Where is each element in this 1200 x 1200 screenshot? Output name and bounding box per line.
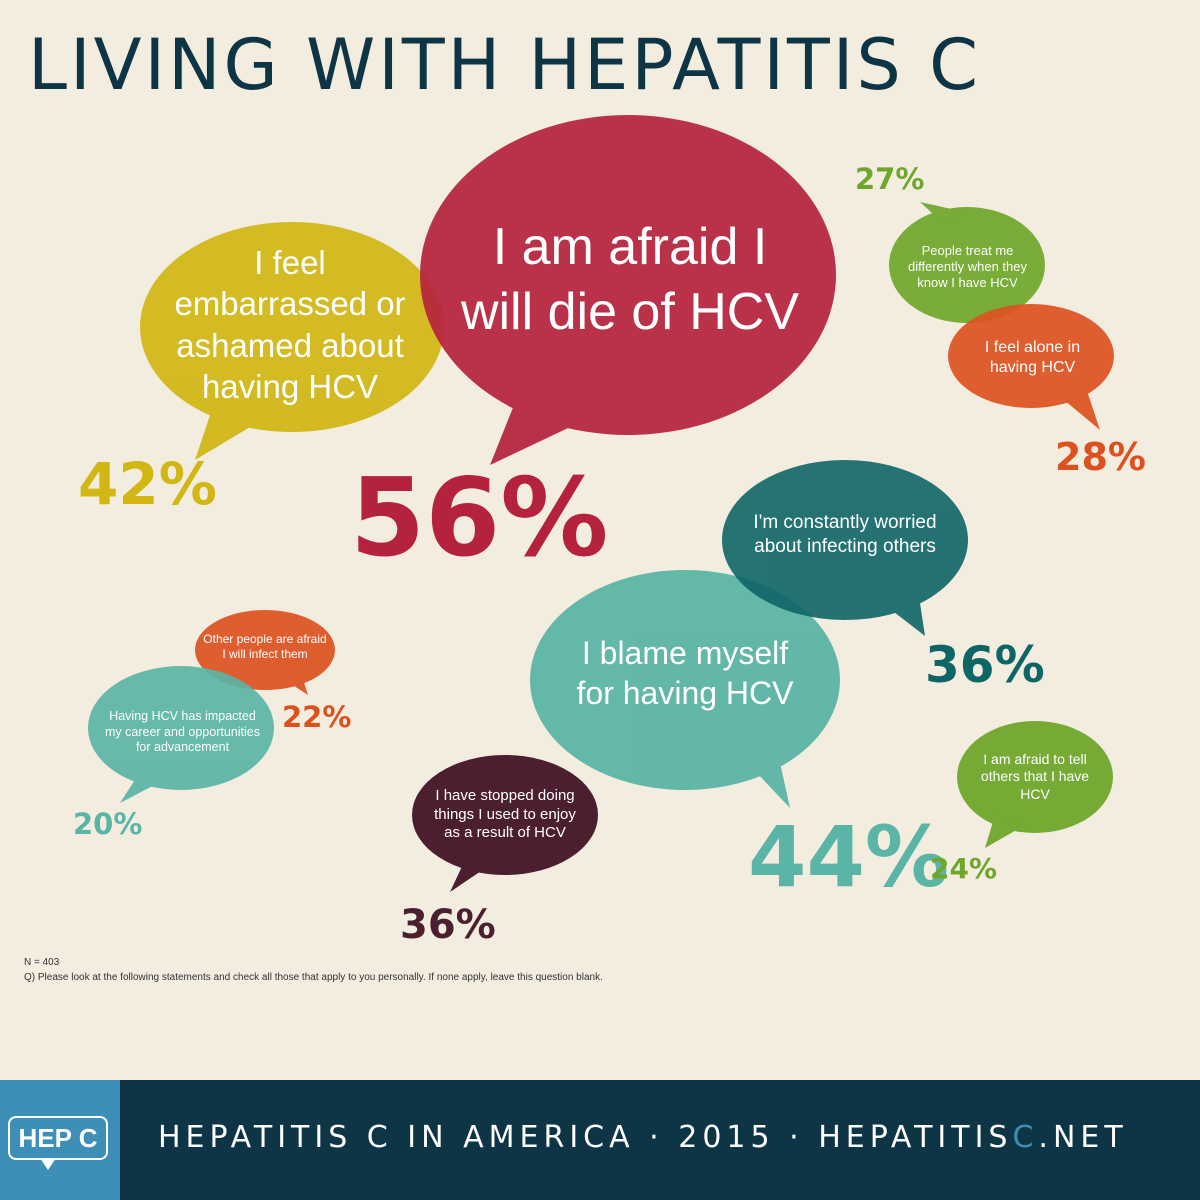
footer-caption: HEPATITIS C IN AMERICA · 2015 · HEPATITI… bbox=[158, 1120, 1128, 1155]
statement-afraid-to-tell: I am afraid to tell others that I have H… bbox=[980, 750, 1090, 802]
logo-speech-bubble: HEP C bbox=[8, 1116, 108, 1160]
percent-worried-infecting: 36% bbox=[925, 636, 1045, 694]
bubble-embarrassed bbox=[140, 222, 444, 460]
footer-caption-main: HEPATITIS C IN AMERICA · 2015 · HEPATITI… bbox=[158, 1120, 1013, 1155]
statement-treated-differently: People treat me differently when they kn… bbox=[908, 242, 1027, 291]
footer-bar: HEP C HEPATITIS C IN AMERICA · 2015 · HE… bbox=[0, 1080, 1200, 1200]
sample-size-note: N = 403 bbox=[24, 957, 60, 968]
percent-blame-myself: 44% bbox=[748, 808, 950, 906]
bubble-others-afraid bbox=[195, 610, 335, 695]
hep-c-logo: HEP C bbox=[0, 1080, 120, 1200]
statement-career-impact: Having HCV has impacted my career and op… bbox=[105, 709, 260, 755]
page-title: LIVING WITH HEPATITIS C bbox=[28, 24, 981, 106]
percent-stopped-doing: 36% bbox=[400, 902, 496, 948]
bubble-worried-infecting bbox=[722, 460, 968, 636]
statement-feel-alone: I feel alone in having HCV bbox=[984, 339, 1081, 376]
percent-career-impact: 20% bbox=[73, 807, 143, 841]
percent-afraid-to-tell: 24% bbox=[930, 852, 998, 885]
bubble-afraid-to-tell bbox=[957, 721, 1113, 848]
bubble-feel-alone bbox=[948, 304, 1114, 430]
statement-others-afraid: Other people are afraid I will infect th… bbox=[203, 632, 327, 661]
bubble-treated-differently bbox=[889, 202, 1045, 323]
percent-afraid-die: 56% bbox=[350, 456, 609, 581]
percent-others-afraid: 22% bbox=[282, 700, 352, 734]
statement-afraid-die: I am afraid I will die of HCV bbox=[460, 218, 800, 341]
statement-blame-myself: I blame myself for having HCV bbox=[576, 634, 794, 711]
question-note: Q) Please look at the following statemen… bbox=[24, 972, 603, 983]
percent-feel-alone: 28% bbox=[1055, 435, 1146, 479]
footer-caption-end: .NET bbox=[1038, 1120, 1128, 1155]
bubble-blame-myself bbox=[530, 570, 840, 808]
bubble-career-impact bbox=[88, 666, 274, 803]
footer-caption-c: C bbox=[1012, 1120, 1039, 1155]
percent-embarrassed: 42% bbox=[78, 450, 217, 518]
logo-bubble-tail bbox=[40, 1158, 56, 1170]
statement-worried-infecting: I'm constantly worried about infecting o… bbox=[753, 512, 937, 557]
statement-stopped-doing: I have stopped doing things I used to en… bbox=[434, 786, 576, 842]
percent-treated-differently: 27% bbox=[855, 162, 925, 196]
speech-bubbles bbox=[88, 115, 1114, 892]
bubble-stopped-doing bbox=[412, 755, 598, 892]
statement-embarrassed: I feel embarrassed or ashamed about havi… bbox=[174, 244, 406, 405]
bubble-afraid-die bbox=[420, 115, 836, 465]
